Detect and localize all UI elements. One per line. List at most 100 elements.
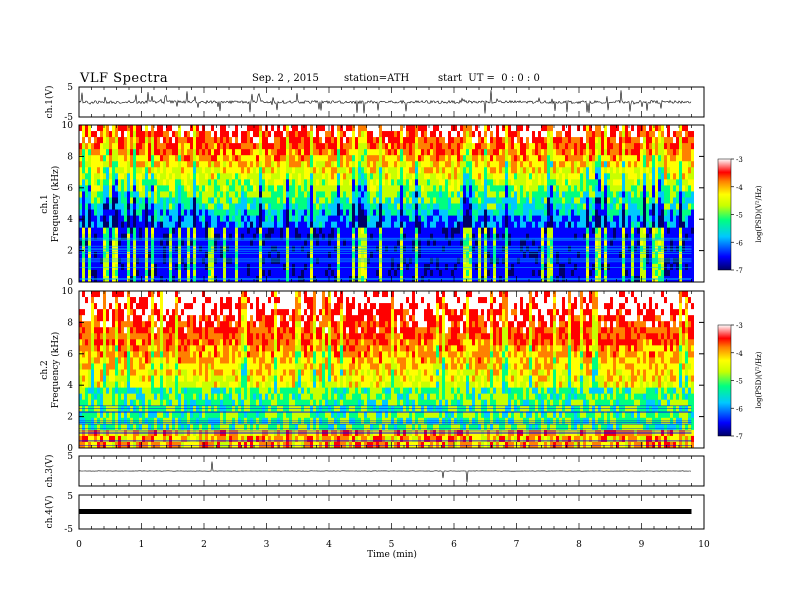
spectrogram-cell [136,227,139,235]
spectrogram-cell [355,269,358,277]
spectrogram-cell [202,149,205,156]
spectrogram-cell [106,227,109,235]
spectrogram-cell [427,269,430,277]
spectrogram-cell [328,269,331,277]
spectrogram-cell [403,269,406,277]
spectrogram-cell [511,167,514,174]
spectrogram-cell [535,215,538,223]
spectrogram-cell [442,137,445,144]
spectrogram-cell [325,191,328,198]
spectrogram-cell [361,161,364,168]
spectrogram-cell [400,185,403,192]
spectrogram-cell [394,245,397,253]
spectrogram-cell [166,125,169,132]
spectrogram-cell [622,155,625,162]
spectrogram-cell [241,221,244,229]
spectrogram-cell [484,197,487,204]
spectrogram-cell [247,257,250,265]
spectrogram-cell [469,233,472,241]
spectrogram-cell [190,245,193,253]
spectrogram-cell [388,185,391,192]
spectrogram-cell [379,191,382,198]
spectrogram-cell [391,137,394,144]
spectrogram-cell [583,143,586,150]
spectrogram-cell [226,167,229,174]
spectrogram-cell [325,215,328,223]
spectrogram-cell [433,161,436,168]
spectrogram-cell [379,167,382,174]
spectrogram-cell [217,149,220,156]
spectrogram-cell [88,215,91,223]
spectrogram-cell [202,179,205,186]
spectrogram-cell [376,227,379,235]
spectrogram-cell [403,143,406,150]
spectrogram-cell [301,179,304,186]
spectrogram-cell [559,173,562,180]
spectrogram-cell [139,197,142,204]
spectrogram-cell [130,173,133,180]
spectrogram-cell [439,209,442,217]
spectrogram-cell [112,185,115,192]
spectrogram-cell [121,185,124,192]
spectrogram-cell [460,179,463,186]
spectrogram-cell [319,179,322,186]
spectrogram-cell [577,245,580,253]
spectrogram-cell [499,221,502,229]
spectrogram-cell [226,179,229,186]
spectrogram-cell [79,197,82,204]
spectrogram-cell [406,203,409,211]
spectrogram-cell [373,221,376,229]
spectrogram-cell [433,149,436,156]
spectrogram-cell [250,215,253,223]
spectrogram-cell [148,257,151,265]
spectrogram-cell [415,137,418,144]
spectrogram-cell [97,143,100,150]
spectrogram-cell [280,203,283,211]
spectrogram-cell [172,233,175,241]
spectrogram-cell [439,155,442,162]
spectrogram-cell [187,143,190,150]
spectrogram-cell [349,257,352,265]
spectrogram-cell [631,173,634,180]
spectrogram-cell [334,245,337,253]
spectrogram-cell [187,125,190,132]
ch1-waveform-ticks [78,87,705,117]
spectrogram-cell [142,173,145,180]
spectrogram-cell [406,221,409,229]
spectrogram-cell [598,167,601,174]
spectrogram-cell [514,275,517,283]
spectrogram-cell [598,227,601,235]
spectrogram-cell [220,209,223,217]
spectrogram-cell [568,173,571,180]
spectrogram-cell [79,125,82,132]
spectrogram-cell [184,149,187,156]
spectrogram-cell [262,239,265,247]
spectrogram-cell [151,221,154,229]
spectrogram-cell [637,263,640,271]
spectrogram-cell [124,173,127,180]
spectrogram-cell [226,263,229,271]
spectrogram-cell [385,257,388,265]
spectrogram-cell [607,203,610,211]
spectrogram-cell [403,137,406,144]
spectrogram-cell [130,269,133,277]
spectrogram-cell [259,179,262,186]
spectrogram-cell [547,125,550,132]
spectrogram-cell [490,125,493,132]
spectrogram-cell [346,179,349,186]
spectrogram-cell [289,185,292,192]
spectrogram-cell [541,173,544,180]
spectrogram-cell [328,185,331,192]
spectrogram-cell [409,215,412,223]
spectrogram-cell [148,155,151,162]
spectrogram-cell [133,245,136,253]
spectrogram-cell [85,245,88,253]
spectrogram-cell [394,173,397,180]
spectrogram-cell [559,149,562,156]
spectrogram-cell [556,149,559,156]
spectrogram-cell [325,197,328,204]
spectrogram-cell [538,239,541,247]
spectrogram-cell [178,233,181,241]
spectrogram-cell [364,191,367,198]
spectrogram-cell [418,215,421,223]
